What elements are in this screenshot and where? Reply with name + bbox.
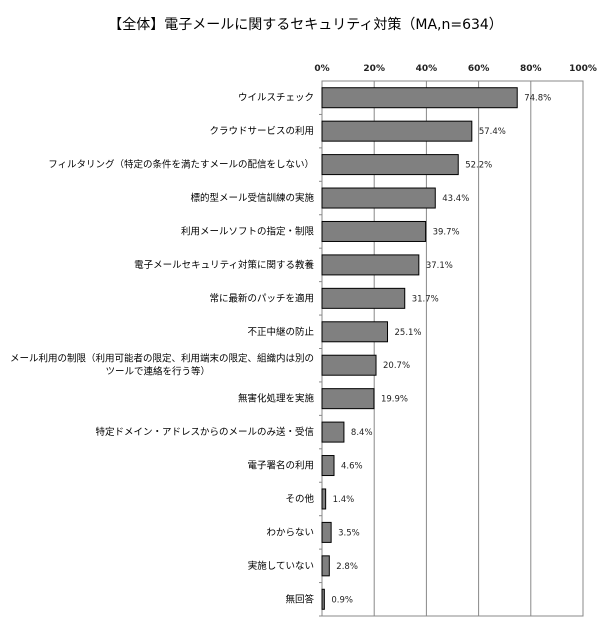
bar [321,220,427,242]
value-label: 57.4% [479,127,506,137]
value-label: 43.4% [442,194,469,204]
bar [321,455,335,477]
value-label: 3.5% [338,528,360,538]
bar [321,87,518,109]
category-label: 電子署名の利用 [247,460,314,472]
x-tick-label: 0% [314,64,329,74]
value-label: 8.4% [351,428,373,438]
category-label: その他 [285,493,314,505]
bar [321,287,406,309]
category-label: ウイルスチェック [238,93,314,104]
category-label: 無害化処理を実施 [238,393,315,405]
value-label: 1.4% [333,495,355,505]
category-label: 常に最新のパッチを適用 [209,292,314,304]
category-label: 電子メールセキュリティ対策に関する教養 [134,259,314,271]
value-label: 52.2% [465,161,492,171]
value-label: 20.7% [383,361,410,371]
chart-title: 【全体】電子メールに関するセキュリティ対策（MA,n=634） [108,17,503,33]
bar [321,488,327,510]
value-label: 25.1% [395,328,422,338]
category-label: 不正中継の防止 [247,326,314,338]
bar [321,388,375,410]
category-label: 無回答 [285,593,314,605]
bar [321,421,345,443]
value-label: 2.8% [336,562,358,572]
category-label: 実施していない [248,560,314,572]
value-label: 74.8% [524,94,551,104]
x-tick-label: 60% [468,64,490,74]
category-label: 特定ドメイン・アドレスからのメールのみ送・受信 [95,426,314,438]
bar [321,521,332,543]
value-label: 0.9% [331,595,353,605]
bar [321,588,325,610]
x-tick-label: 40% [416,64,438,74]
x-tick-label: 100% [569,64,597,74]
bar [321,555,330,577]
bar [321,187,436,209]
value-label: 19.9% [381,395,408,405]
bar [321,120,473,142]
bar [321,321,389,343]
category-label: クラウドサービスの利用 [209,125,314,137]
x-tick-label: 20% [363,64,385,74]
category-label: 利用メールソフトの指定・制限 [181,225,315,237]
value-label: 39.7% [433,227,460,237]
category-label: メール利用の制限（利用可能者の限定、利用端末の限定、組織内は別のツールで連絡を行… [10,353,314,378]
bar [321,254,420,276]
value-label: 31.7% [412,294,439,304]
x-tick-label: 80% [520,64,542,74]
category-label: フィルタリング（特定の条件を満たすメールの配信をしない） [48,159,314,171]
category-label: 標的型メール受信訓練の実施 [190,192,314,204]
value-label: 4.6% [341,462,363,472]
value-label: 37.1% [426,261,453,271]
bar [321,354,377,376]
category-label: わからない [266,527,314,538]
bar [321,154,459,176]
